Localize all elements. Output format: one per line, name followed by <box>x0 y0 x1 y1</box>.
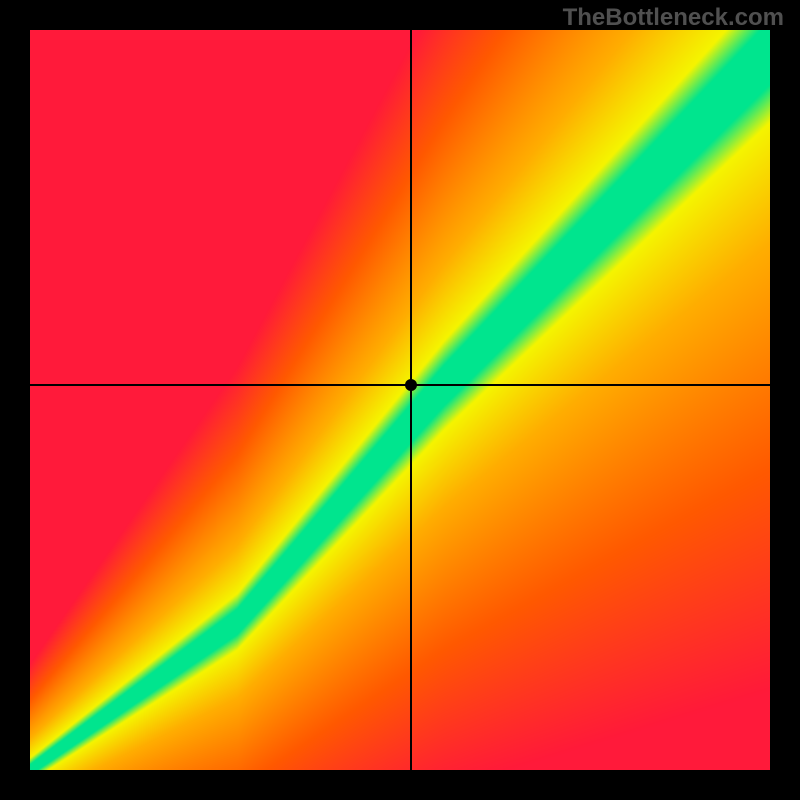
selection-marker[interactable] <box>405 379 417 391</box>
heatmap-canvas <box>30 30 770 770</box>
watermark-text: TheBottleneck.com <box>563 4 784 32</box>
crosshair-vertical <box>410 30 412 770</box>
crosshair-horizontal <box>30 384 770 386</box>
bottleneck-chart <box>30 30 770 770</box>
